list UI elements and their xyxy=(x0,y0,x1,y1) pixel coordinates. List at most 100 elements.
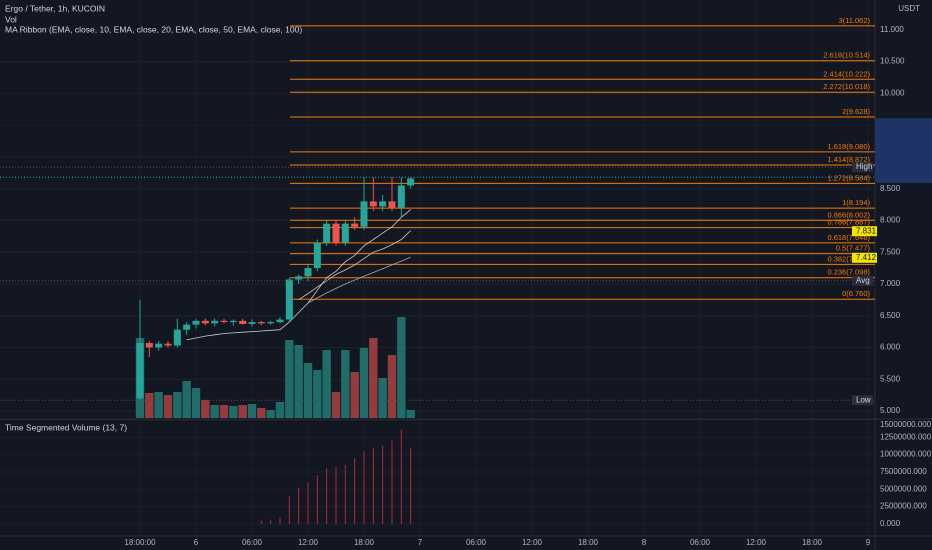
candle-body xyxy=(332,223,340,243)
y2-tick-label: 2500000.000 xyxy=(880,502,927,511)
marker-badge xyxy=(852,395,873,406)
candle-body xyxy=(304,268,312,277)
volume-bar xyxy=(247,404,257,418)
marker-label: High xyxy=(856,162,872,171)
candle-body xyxy=(201,320,209,324)
candle-body xyxy=(145,343,153,348)
marker-badge xyxy=(852,162,873,173)
volume-bar xyxy=(369,338,378,418)
volume-bar xyxy=(210,405,219,418)
x-tick-label: 12:00 xyxy=(522,538,543,547)
x-tick-label: 18:00:00 xyxy=(124,538,156,547)
volume-bar xyxy=(359,348,369,418)
fib-label: 0.618(7.646) xyxy=(827,233,870,242)
x-tick-label: 8 xyxy=(642,538,647,547)
x-tick-label: 18:00 xyxy=(578,538,599,547)
tsv-bar xyxy=(372,447,374,524)
volume-bar xyxy=(350,372,359,418)
tsv-bar xyxy=(344,465,346,524)
volume-bar xyxy=(331,392,341,418)
ribbon-line xyxy=(298,230,411,301)
candle-body xyxy=(173,329,181,346)
tsv-bar xyxy=(298,487,300,524)
y-tick-label: 8.000 xyxy=(880,216,901,225)
volume-bar xyxy=(257,408,266,418)
tsv-bar xyxy=(354,458,356,524)
fib-label: 0(6.760) xyxy=(842,289,870,298)
volume-bar xyxy=(173,392,182,418)
candle-body xyxy=(257,322,265,324)
fib-label: 1.272(8.584) xyxy=(827,173,870,182)
y-tick-label: 6.000 xyxy=(880,343,901,352)
tsv-bar xyxy=(316,475,318,524)
y2-tick-label: 5000000.000 xyxy=(880,484,927,493)
candle-body xyxy=(276,319,284,323)
tsv-bar xyxy=(270,519,272,524)
volume-title: Vol xyxy=(5,14,17,24)
candle-body xyxy=(407,178,415,186)
x-tick-label: 6 xyxy=(194,538,199,547)
candle-body xyxy=(155,343,163,348)
candle-body xyxy=(136,343,144,399)
x-tick-label: 9 xyxy=(866,538,871,547)
tsv-bar xyxy=(279,516,281,524)
candle-body xyxy=(313,242,321,269)
candle-body xyxy=(351,223,359,227)
volume-bar xyxy=(238,405,247,418)
y-tick-label: 10.000 xyxy=(880,88,905,97)
fib-label: 2(9.628) xyxy=(842,107,870,116)
volume-bar xyxy=(406,410,415,418)
fib-label: 0.5(7.477) xyxy=(836,244,871,253)
candle-body xyxy=(248,322,256,324)
volume-bar xyxy=(182,381,191,418)
x-tick-label: 06:00 xyxy=(466,538,487,547)
fib-label: 2.272(10.018) xyxy=(823,82,870,91)
volume-bar xyxy=(313,370,322,418)
fib-label: 2.618(10.514) xyxy=(823,51,870,60)
y2-tick-label: 7500000.000 xyxy=(880,467,927,476)
tsv-bar xyxy=(288,496,290,524)
fib-label: 3(11.062) xyxy=(838,16,870,25)
fib-label: 0.382(7.308) xyxy=(827,254,870,263)
currency: USDT xyxy=(898,4,920,13)
x-tick-label: 12:00 xyxy=(746,538,767,547)
candle-body xyxy=(220,320,228,323)
marker-badge xyxy=(852,275,873,286)
tsv-bar xyxy=(326,468,328,524)
volume-bar xyxy=(219,405,229,418)
axis: 11.00010.50010.0009.5009.0008.5008.0007.… xyxy=(124,25,932,547)
marker-badge xyxy=(852,252,877,263)
candle-body xyxy=(323,223,331,243)
volume-bar xyxy=(387,355,397,418)
volume-bar xyxy=(266,410,275,418)
tsv-bar xyxy=(410,447,412,524)
candle-body xyxy=(183,324,191,330)
volume-bar xyxy=(322,350,331,418)
lower-title: Time Segmented Volume (13, 7) xyxy=(5,422,127,432)
marker-label: Avg xyxy=(856,276,870,285)
candle-body xyxy=(192,320,200,325)
candle-body xyxy=(295,276,303,280)
y2-tick-label: 0.000 xyxy=(880,519,901,528)
fib-label: 2.414(10.222) xyxy=(823,69,870,78)
x-tick-label: 12:00 xyxy=(298,538,319,547)
fib-label: 1.414(8.872) xyxy=(827,155,870,164)
x-tick-label: 7 xyxy=(418,538,423,547)
volume-bar xyxy=(275,402,285,418)
fib-label: 0.786(7.887) xyxy=(827,218,870,227)
y2-tick-label: 10000000.000 xyxy=(880,450,932,459)
axis-highlight xyxy=(875,118,932,183)
fib-label: 0.866(8.002) xyxy=(827,210,870,219)
candle-body xyxy=(267,322,275,324)
x-tick-label: 18:00 xyxy=(354,538,375,547)
y-tick-label: 5.500 xyxy=(880,374,901,383)
plot: 3(11.062) 2.618(10.514) 2.414(10.222) 2.272… xyxy=(0,16,875,524)
ribbon-line xyxy=(307,256,411,304)
candle-body xyxy=(239,320,247,324)
volume-bar xyxy=(341,350,350,418)
candle-body xyxy=(388,201,396,208)
volume-bar xyxy=(303,363,313,418)
y-tick-label: 5.000 xyxy=(880,406,901,415)
chart-title: Ergo / Tether, 1h, KUCOIN xyxy=(5,3,105,13)
